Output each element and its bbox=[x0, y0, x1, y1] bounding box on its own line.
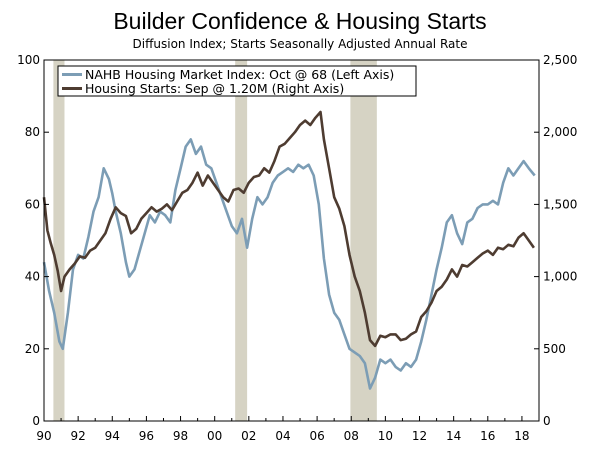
left-axis-label: 60 bbox=[25, 197, 40, 211]
right-axis-label: 2,000 bbox=[543, 125, 577, 139]
legend-label-starts: Housing Starts: Sep @ 1.20M (Right Axis) bbox=[85, 81, 344, 96]
x-axis-label: 98 bbox=[173, 429, 188, 443]
x-axis-label: 12 bbox=[412, 429, 427, 443]
x-axis-label: 90 bbox=[36, 429, 51, 443]
x-axis-label: 10 bbox=[378, 429, 393, 443]
series-line-housing-starts bbox=[42, 110, 535, 348]
legend-box bbox=[57, 65, 417, 97]
chart-title: Builder Confidence & Housing Starts bbox=[113, 8, 486, 34]
right-axis-label: 0 bbox=[543, 414, 551, 428]
series-line-nahb bbox=[42, 138, 536, 390]
left-axis-label: 40 bbox=[25, 270, 40, 284]
left-axis-label: 100 bbox=[17, 53, 40, 67]
right-axis-label: 500 bbox=[543, 342, 566, 356]
left-axis-label: 80 bbox=[25, 125, 40, 139]
x-axis-label: 06 bbox=[309, 429, 324, 443]
recession-band-0 bbox=[53, 60, 65, 421]
right-axis-label: 2,500 bbox=[543, 53, 577, 67]
legend: NAHB Housing Market Index: Oct @ 68 (Lef… bbox=[57, 65, 417, 97]
x-axis-label: 94 bbox=[105, 429, 120, 443]
x-axis-label: 00 bbox=[207, 429, 222, 443]
recession-band-2 bbox=[350, 60, 377, 421]
x-axis-label: 08 bbox=[344, 429, 359, 443]
right-axis-label: 1,500 bbox=[543, 197, 577, 211]
x-axis-label: 16 bbox=[480, 429, 495, 443]
x-axis-label: 92 bbox=[70, 429, 85, 443]
left-axis-label: 0 bbox=[32, 414, 40, 428]
x-axis-label: 96 bbox=[139, 429, 154, 443]
x-axis-label: 04 bbox=[275, 429, 290, 443]
legend-label-nahb: NAHB Housing Market Index: Oct @ 68 (Lef… bbox=[85, 67, 394, 82]
x-axis-label: 02 bbox=[241, 429, 256, 443]
x-axis-label: 18 bbox=[514, 429, 529, 443]
chart-subtitle: Diffusion Index; Starts Seasonally Adjus… bbox=[133, 37, 468, 51]
x-axis-label: 14 bbox=[446, 429, 461, 443]
left-axis-label: 20 bbox=[25, 342, 40, 356]
recession-band-1 bbox=[235, 60, 248, 421]
series-lines bbox=[42, 110, 536, 390]
recession-bands bbox=[53, 60, 377, 421]
plot-frame bbox=[43, 59, 540, 422]
right-axis-label: 1,000 bbox=[543, 270, 577, 284]
